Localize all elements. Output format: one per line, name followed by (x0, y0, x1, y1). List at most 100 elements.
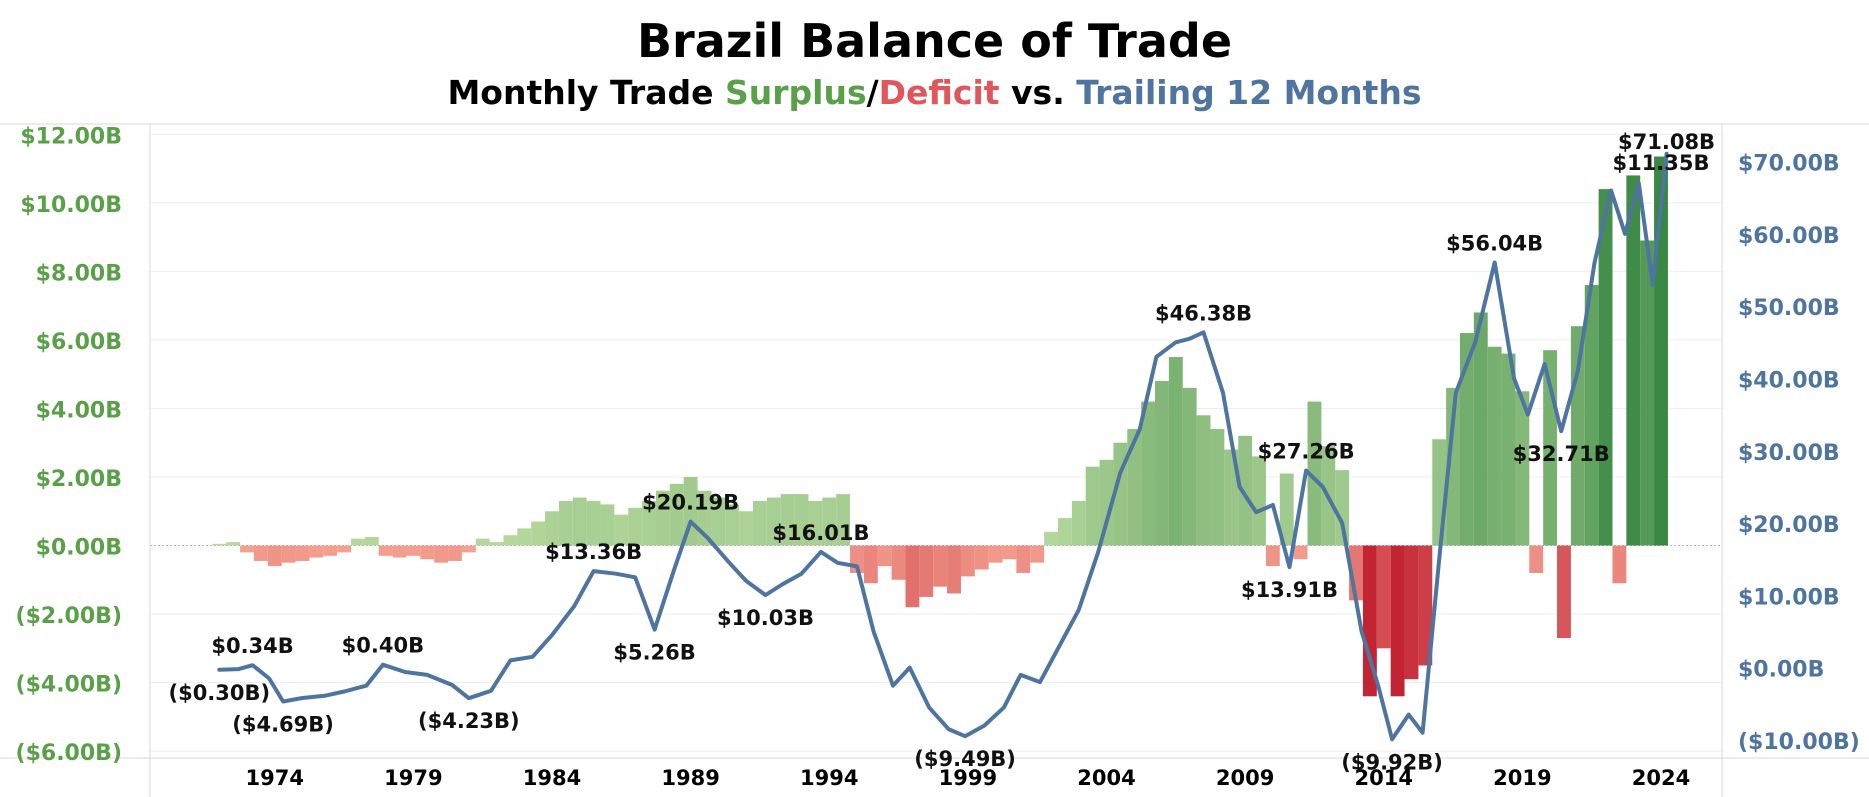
monthly-bar-23 (531, 521, 546, 546)
monthly-bar-56 (988, 545, 1003, 563)
chart-frame (0, 123, 1869, 797)
monthly-bar-15 (420, 545, 435, 560)
monthly-bar-1 (226, 542, 241, 546)
monthly-bar-70 (1182, 387, 1197, 546)
monthly-bar-73 (1224, 449, 1239, 546)
monthly-bar-27 (586, 500, 601, 546)
data-label: ($4.69B) (232, 713, 334, 737)
monthly-bar-2 (240, 545, 254, 553)
monthly-bar-22 (517, 528, 532, 546)
monthly-bar-95 (1529, 545, 1544, 573)
left-tick-label: $4.00B (36, 398, 122, 423)
monthly-bar-7 (309, 545, 324, 558)
data-label: $13.91B (1241, 578, 1338, 602)
monthly-bar-24 (545, 511, 559, 546)
left-tick-label: $8.00B (36, 261, 122, 286)
trailing-12m-line (217, 151, 1669, 742)
monthly-bar-91 (1473, 312, 1488, 546)
right-axis: $70.00B $60.00B $50.00B $40.00B $30.00B $20.0… (1738, 152, 1860, 755)
monthly-bar-99 (1584, 285, 1599, 546)
monthly-bar-100 (1598, 189, 1613, 546)
chart-subtitle: Monthly Trade Surplus/Deficit vs. Traili… (0, 73, 1869, 112)
subtitle-deficit: Deficit (878, 73, 1000, 112)
monthly-bar-12 (378, 545, 393, 556)
monthly-bar-14 (406, 545, 421, 556)
right-tick-label: $20.00B (1738, 513, 1840, 538)
monthly-bar-0 (212, 543, 227, 546)
monthly-bar-13 (392, 545, 407, 558)
monthly-bar-40 (766, 497, 781, 546)
monthly-bar-64 (1099, 459, 1114, 546)
right-tick-label: $30.00B (1738, 441, 1840, 466)
monthly-bar-32 (655, 490, 670, 546)
left-tick-label: $6.00B (36, 330, 122, 355)
data-label: $46.38B (1155, 301, 1252, 325)
x-tick-label: 2024 (1632, 766, 1690, 790)
monthly-bar-62 (1071, 500, 1086, 546)
data-label: ($9.49B) (914, 747, 1016, 771)
monthly-bar-51 (919, 545, 934, 597)
monthly-bar-6 (295, 545, 310, 561)
subtitle-slash: / (866, 73, 879, 112)
right-tick-label: $0.00B (1738, 658, 1824, 683)
annotations: $0.34B ($0.30B) ($4.69B) $0.40B ($4.23B) $13.… (168, 130, 1715, 774)
monthly-bar-58 (1016, 545, 1031, 573)
data-label: $5.26B (613, 641, 695, 665)
monthly-bar-31 (642, 500, 656, 546)
monthly-bar-28 (600, 504, 615, 546)
monthly-bar-89 (1446, 387, 1460, 546)
monthly-bar-42 (794, 494, 809, 546)
x-tick-label: 1999 (939, 766, 997, 790)
left-tick-label: ($4.00B) (16, 673, 122, 698)
data-label: $71.08B (1618, 130, 1715, 154)
monthly-bar-63 (1085, 466, 1100, 546)
data-label: $56.04B (1446, 232, 1543, 256)
monthly-bar-25 (558, 500, 573, 546)
x-tick-label: 1979 (384, 766, 442, 790)
x-tick-label: 2014 (1355, 766, 1413, 790)
monthly-bar-29 (614, 514, 629, 546)
monthly-bar-33 (669, 483, 684, 546)
monthly-bar-74 (1238, 435, 1253, 546)
monthly-bar-17 (448, 545, 462, 561)
data-label: $20.19B (642, 491, 739, 515)
monthly-bar-30 (628, 507, 643, 546)
monthly-bar-75 (1252, 456, 1266, 546)
monthly-bar-16 (434, 545, 449, 563)
subtitle-vs: vs. (999, 73, 1077, 112)
monthly-bar-49 (891, 545, 906, 580)
monthly-bar-37 (725, 504, 740, 546)
left-tick-label: $2.00B (36, 467, 122, 492)
monthly-bar-59 (1030, 545, 1045, 563)
subtitle-prefix: Monthly Trade (447, 73, 725, 112)
data-label: $11.35B (1612, 151, 1709, 175)
x-tick-label: 1984 (523, 766, 581, 790)
monthly-bar-55 (974, 545, 989, 570)
data-label: ($4.23B) (418, 709, 520, 733)
monthly-bar-103 (1640, 240, 1655, 546)
monthly-bar-19 (475, 538, 490, 546)
monthly-bar-21 (503, 535, 518, 546)
monthly-bar-41 (780, 494, 795, 546)
monthly-bar-61 (1057, 518, 1072, 546)
monthly-bar-87 (1418, 545, 1433, 666)
monthly-bar-72 (1210, 429, 1225, 546)
monthly-bar-5 (281, 545, 296, 563)
monthly-bar-20 (489, 542, 504, 546)
data-label: $10.03B (717, 606, 814, 630)
monthly-bar-8 (323, 545, 338, 556)
monthly-bar-26 (572, 497, 587, 546)
x-tick-label: 2004 (1077, 766, 1135, 790)
left-tick-label: $10.00B (20, 193, 122, 218)
monthly-bar-38 (739, 511, 754, 546)
monthly-bar-90 (1460, 333, 1474, 546)
monthly-bar-86 (1404, 545, 1419, 680)
monthly-bar-81 (1335, 470, 1350, 546)
monthly-bar-45 (836, 494, 851, 546)
x-tick-label: 1974 (246, 766, 304, 790)
monthly-bar-66 (1127, 429, 1142, 546)
monthly-bar-53 (947, 545, 961, 594)
subtitle-trailing: Trailing 12 Months (1076, 73, 1422, 112)
monthly-bar-69 (1168, 357, 1183, 546)
